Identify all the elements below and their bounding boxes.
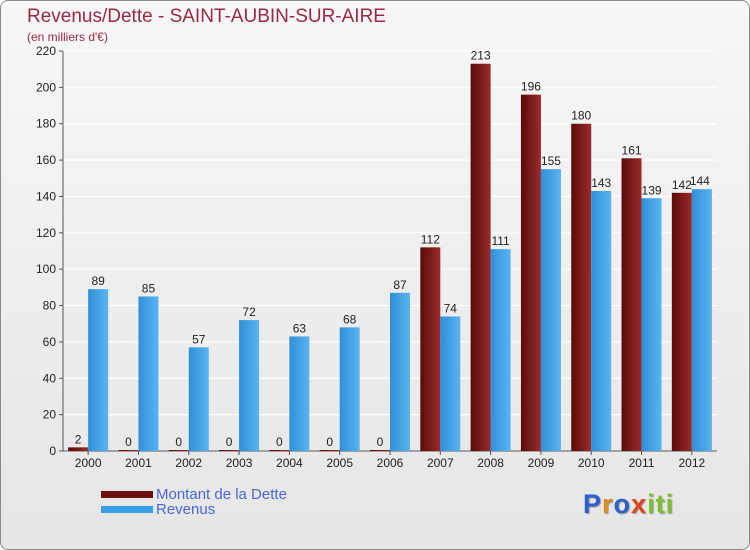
- bar-revenus: [591, 191, 612, 451]
- chart-subtitle: (en milliers d'€): [27, 30, 108, 44]
- legend-swatch-dette: [101, 491, 153, 498]
- bar-revenus: [138, 296, 159, 451]
- logo-letter: t: [655, 489, 666, 519]
- bar-revenus: [239, 320, 260, 451]
- data-label-dette: 0: [377, 435, 384, 449]
- proxiti-logo: Proxiti: [583, 489, 674, 520]
- bar-dette: [420, 247, 441, 451]
- data-label-revenus: 72: [242, 305, 256, 319]
- y-tick-label: 160: [36, 153, 56, 167]
- data-label-revenus: 144: [690, 174, 710, 188]
- data-label-revenus: 89: [91, 274, 105, 288]
- data-label-dette: 0: [326, 435, 333, 449]
- logo-letter: i: [665, 489, 675, 519]
- bar-dette: [319, 450, 340, 451]
- data-label-revenus: 63: [293, 321, 307, 335]
- bar-revenus: [691, 189, 712, 451]
- bar-dette: [621, 158, 642, 452]
- y-tick-label: 200: [36, 80, 56, 94]
- x-tick-label: 2012: [678, 456, 705, 470]
- data-label-dette: 0: [175, 435, 182, 449]
- bar-revenus: [490, 249, 511, 451]
- data-label-dette: 161: [622, 143, 642, 157]
- bar-dette: [671, 192, 692, 451]
- data-label-dette: 213: [471, 49, 491, 63]
- logo-letter: r: [602, 489, 614, 519]
- bar-dette: [269, 450, 290, 451]
- data-label-revenus: 57: [192, 332, 206, 346]
- data-label-dette: 180: [571, 109, 591, 123]
- y-tick-label: 100: [36, 262, 56, 276]
- bar-revenus: [289, 336, 310, 451]
- x-tick-label: 2003: [226, 456, 253, 470]
- bar-layer: [68, 63, 712, 452]
- data-label-revenus: 74: [444, 301, 458, 315]
- x-tick-label: 2001: [125, 456, 152, 470]
- data-label-revenus: 85: [142, 281, 156, 295]
- bar-revenus: [540, 169, 561, 451]
- label-layer: 2 89 0 85 0 57 0 72 0 63 0 68 0 87 112 74 213 111 196 155 18…: [75, 49, 710, 449]
- data-label-revenus: 155: [541, 154, 561, 168]
- logo-letter: x: [631, 489, 648, 519]
- bar-dette: [219, 450, 240, 451]
- bar-dette: [168, 450, 189, 451]
- legend-swatch-revenus: [101, 506, 153, 513]
- bar-dette: [118, 450, 139, 451]
- data-label-revenus: 68: [343, 312, 357, 326]
- legend-label-revenus: Revenus: [156, 501, 216, 518]
- bar-dette: [520, 94, 541, 452]
- bar-dette: [571, 123, 592, 452]
- bar-revenus: [641, 198, 662, 451]
- bar-dette: [68, 447, 89, 451]
- data-label-dette: 142: [672, 178, 692, 192]
- y-tick-label: 0: [49, 444, 56, 458]
- data-label-revenus: 143: [591, 176, 611, 190]
- bar-dette: [470, 63, 491, 452]
- y-tick-label: 180: [36, 117, 56, 131]
- data-label-dette: 0: [125, 435, 132, 449]
- data-label-dette: 112: [421, 232, 440, 246]
- x-tick-label: 2009: [528, 456, 555, 470]
- x-tick-label: 2010: [578, 456, 605, 470]
- data-label-revenus: 139: [642, 183, 662, 197]
- data-label-revenus: 111: [491, 234, 510, 248]
- y-tick-label: 60: [43, 335, 57, 349]
- data-label-dette: 196: [521, 80, 541, 94]
- bar-revenus: [390, 292, 410, 451]
- x-tick-label: 2004: [276, 456, 303, 470]
- y-tick-label: 120: [36, 226, 56, 240]
- logo-letter: i: [647, 489, 656, 519]
- bar-revenus: [88, 289, 109, 451]
- y-tick-label: 220: [36, 44, 56, 58]
- x-tick-label: 2002: [175, 456, 202, 470]
- x-tick-label: 2000: [75, 456, 102, 470]
- x-tick-label: 2008: [477, 456, 504, 470]
- bar-revenus: [339, 327, 360, 451]
- y-tick-label: 80: [43, 299, 57, 313]
- data-label-dette: 0: [276, 435, 283, 449]
- y-tick-label: 140: [36, 189, 56, 203]
- legend-label-dette: Montant de la Dette: [156, 486, 287, 503]
- x-tick-label: 2006: [377, 456, 404, 470]
- logo-letter: o: [613, 489, 632, 519]
- chart-title: Revenus/Dette - SAINT-AUBIN-SUR-AIRE: [27, 6, 386, 27]
- bar-dette: [370, 450, 390, 451]
- x-tick-label: 2005: [326, 456, 353, 470]
- x-tick-label: 2007: [427, 456, 454, 470]
- logo-letter: P: [583, 489, 603, 519]
- data-label-revenus: 87: [393, 278, 407, 292]
- bar-revenus: [188, 347, 209, 451]
- bar-revenus: [440, 316, 461, 451]
- data-label-dette: 0: [226, 435, 233, 449]
- data-label-dette: 2: [75, 432, 82, 446]
- y-tick-label: 20: [43, 408, 57, 422]
- y-tick-label: 40: [43, 371, 57, 385]
- x-tick-label: 2011: [629, 456, 655, 470]
